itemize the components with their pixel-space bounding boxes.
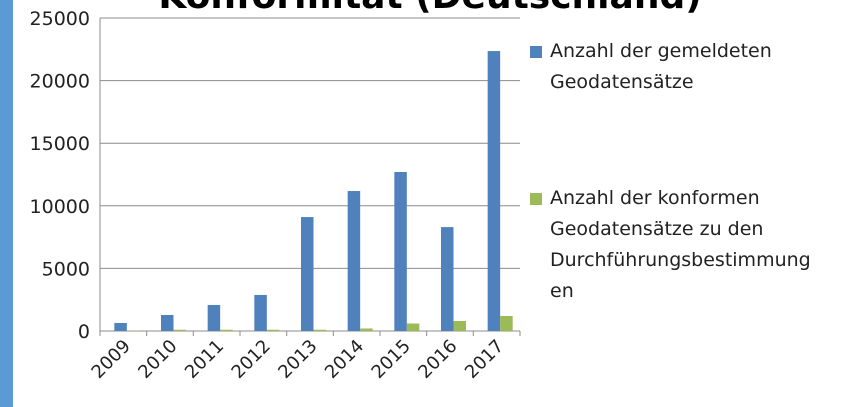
bar — [500, 315, 513, 331]
x-tick-label: 2015 — [368, 336, 415, 383]
y-tick-label: 5000 — [42, 258, 90, 280]
bar — [394, 171, 407, 331]
bar — [266, 329, 280, 331]
bar — [347, 191, 361, 331]
x-tick-label: 2009 — [88, 336, 135, 383]
bar — [487, 51, 501, 332]
bar — [313, 329, 326, 331]
y-tick-label: 10000 — [30, 196, 90, 218]
bar — [406, 323, 420, 331]
legend-label: Anzahl der gemeldeten Geodatensätze — [550, 40, 772, 93]
y-tick-label: 0 — [78, 321, 90, 343]
x-tick-label: 2013 — [274, 336, 321, 383]
bar — [207, 304, 221, 331]
bar — [453, 320, 466, 331]
x-tick-label: 2017 — [461, 336, 508, 383]
bar — [220, 329, 233, 331]
legend-swatch — [530, 193, 542, 205]
y-tick-label: 15000 — [30, 133, 90, 155]
bar — [360, 328, 373, 331]
bar — [161, 314, 174, 331]
x-tick-label: 2010 — [134, 336, 181, 383]
y-tick-label: 20000 — [30, 71, 90, 93]
legend-swatch — [530, 46, 542, 58]
bar — [114, 322, 127, 331]
legend-label: Anzahl der konformen Geodatensätze zu de… — [550, 187, 811, 302]
bar — [301, 217, 314, 331]
side-strip — [0, 0, 13, 407]
x-tick-label: 2016 — [414, 336, 461, 383]
bar — [254, 294, 267, 331]
bar — [441, 227, 454, 331]
x-tick-label: 2011 — [181, 336, 228, 383]
bar — [173, 329, 186, 331]
chart-title: Konformität (Deutschland) — [158, 0, 701, 17]
x-tick-label: 2014 — [321, 336, 368, 383]
x-tick-label: 2012 — [228, 336, 275, 383]
y-tick-label: 25000 — [30, 8, 90, 30]
